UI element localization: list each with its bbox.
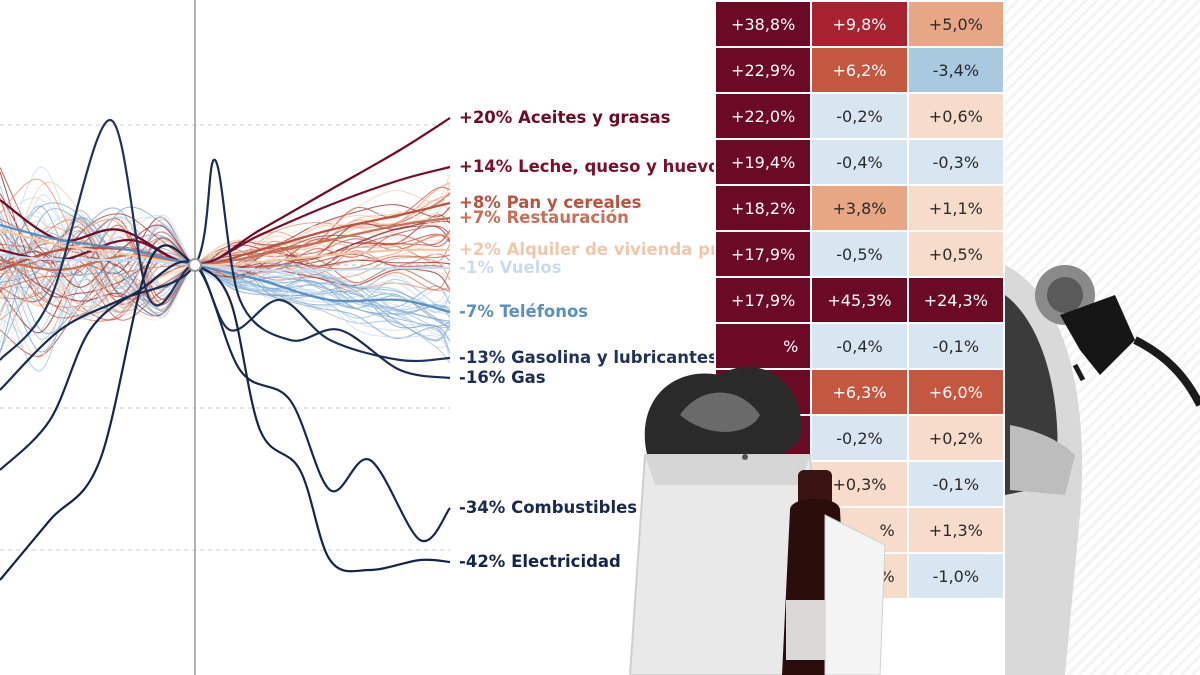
background-series-line: [0, 214, 451, 300]
table-cell: -0,1%: [906, 322, 1006, 370]
table-cell: +45,3%: [810, 276, 909, 324]
series-label: -13% Gasolina y lubricantes: [459, 348, 718, 367]
table-cell: -0,4%: [810, 322, 909, 370]
table-cell: -3,4%: [906, 46, 1006, 94]
series-label: -1% Vuelos: [459, 258, 562, 277]
table-cell: -0,3%: [906, 138, 1006, 186]
table-cell: -0,2%: [810, 414, 909, 462]
background-series-line: [0, 236, 451, 342]
table-row: +18,2% +3,8% +1,1%: [713, 184, 1006, 232]
table-row: +38,8% +9,8% +5,0%: [713, 0, 1006, 48]
table-row: % -0,4% -0,1%: [713, 322, 1006, 370]
background-series-line: [0, 217, 451, 313]
background-series-line: [0, 226, 451, 341]
series-line-pan-y-cereales: [0, 201, 451, 272]
background-series-line: [0, 216, 451, 335]
series-label: +7% Restauración: [459, 208, 629, 227]
table-cell: +19,4%: [713, 138, 813, 186]
series-label: +20% Aceites y grasas: [459, 108, 671, 127]
table-cell: -0,4%: [810, 138, 909, 186]
background-series-line: [0, 191, 451, 311]
background-series-line: [0, 202, 451, 315]
table-cell: +3,8%: [810, 184, 909, 232]
grocery-bag-illustration: [628, 366, 886, 675]
series-label: -42% Electricidad: [459, 552, 621, 571]
table-cell: +17,9%: [713, 230, 813, 278]
table-cell: +0,2%: [906, 414, 1006, 462]
table-cell: +38,8%: [713, 0, 813, 48]
table-cell: +9,8%: [810, 0, 909, 48]
table-cell: +17,9%: [713, 276, 813, 324]
background-series-line: [0, 256, 451, 355]
series-line-gas: [0, 158, 451, 391]
series-label: +2% Alquiler de vivienda prin: [459, 240, 736, 259]
table-cell: +22,0%: [713, 92, 813, 140]
series-line-restauraci-n: [0, 216, 451, 272]
background-series-line: [0, 197, 451, 317]
table-row: +22,0% -0,2% +0,6%: [713, 92, 1006, 140]
table-row: +19,4% -0,4% -0,3%: [713, 138, 1006, 186]
price-index-line-chart: [0, 0, 451, 675]
series-line-leche-queso-y-huevos: [0, 165, 451, 267]
table-cell: -0,5%: [810, 230, 909, 278]
highlighted-series-lines: [0, 117, 451, 581]
table-cell: +6,0%: [906, 368, 1006, 416]
table-row: +17,9% -0,5% +0,5%: [713, 230, 1006, 278]
series-label: -7% Teléfonos: [459, 302, 589, 321]
price-change-table: +38,8% +9,8% +5,0% +22,9% +6,2% -3,4% +22,0% -0…: [713, 0, 1006, 600]
base-point-marker: [188, 258, 202, 272]
series-label: +8% Pan y cereales: [459, 193, 642, 212]
table-cell: +0,5%: [906, 230, 1006, 278]
background-series-line: [0, 173, 451, 308]
series-line-combustibles-l-quidos: [0, 260, 451, 543]
series-label: +14% Leche, queso y huevos: [459, 157, 730, 176]
table-cell: %: [713, 322, 813, 370]
table-cell: +1,3%: [906, 506, 1006, 554]
background-series-line: [0, 208, 451, 318]
table-cell: +6,2%: [810, 46, 909, 94]
table-cell: +24,3%: [906, 276, 1006, 324]
series-label: -34% Combustibles l: [459, 498, 649, 517]
fuel-pump-car-illustration: [1005, 265, 1200, 675]
table-cell: +6,3%: [810, 368, 909, 416]
series-line-alquiler-de-vivienda-principal: [0, 228, 451, 267]
table-cell: +22,9%: [713, 46, 813, 94]
background-series-line: [0, 210, 451, 341]
series-line-electricidad: [0, 244, 451, 581]
table-cell: +5,0%: [906, 0, 1006, 48]
table-cell: -1,0%: [906, 552, 1006, 600]
background-series-line: [0, 204, 451, 333]
table-cell: -0,1%: [906, 460, 1006, 508]
table-cell: +18,2%: [713, 184, 813, 232]
table-cell: +1,1%: [906, 184, 1006, 232]
table-cell: +0,6%: [906, 92, 1006, 140]
series-label: -16% Gas: [459, 368, 546, 387]
background-series-line: [0, 225, 451, 357]
background-series-line: [0, 194, 451, 344]
background-series-line: [0, 166, 451, 337]
table-row: +17,9% +45,3% +24,3%: [713, 276, 1006, 324]
series-line-vuelos: [0, 253, 451, 272]
table-row: +22,9% +6,2% -3,4%: [713, 46, 1006, 94]
table-cell: -0,2%: [810, 92, 909, 140]
series-line-tel-fonos: [0, 223, 451, 314]
